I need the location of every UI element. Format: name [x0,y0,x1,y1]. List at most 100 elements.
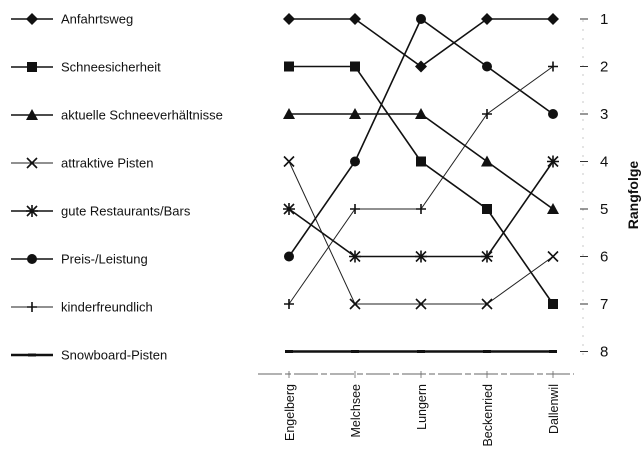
series-attraktive-pisten [283,155,559,310]
data-point [284,61,294,72]
data-point [481,13,493,25]
data-point-shape [349,298,361,310]
data-point-shape [284,299,294,309]
legend-entry-attraktive-pisten: attraktive Pisten [11,156,154,171]
series-line [289,18,553,68]
data-point-shape [415,298,427,310]
series-line [288,17,554,257]
data-point [416,14,426,24]
data-point [350,61,360,72]
legend-marker [26,13,38,25]
data-point [482,109,492,119]
data-point [284,299,294,309]
y-tick-label: 3 [600,106,608,123]
legend-label: attraktive Pisten [61,156,154,171]
data-point [547,13,559,25]
y-tick-label: 6 [600,249,608,266]
data-point-shape [283,108,295,119]
data-point [283,203,295,215]
series-line [288,161,554,305]
y-tick-label: 5 [600,201,608,218]
data-point-shape [349,13,361,25]
data-point-shape [283,203,295,215]
legend-marker-shape [26,157,38,169]
y-axis-title: Rangfolge [625,161,641,230]
data-point [547,250,559,263]
data-point-shape [416,204,426,214]
legend-entry-preis-leistung: Preis-/Leistung [11,252,148,267]
data-point [284,251,294,262]
x-tick-label: Melchsee [349,384,363,438]
series-anfahrtsweg [283,13,559,73]
series-aktuelle-schneeverhältnisse [283,108,559,214]
legend-marker [26,157,38,169]
data-point [548,109,558,119]
data-point [415,60,427,73]
series-schneesicherheit [284,61,558,309]
data-point [349,108,361,119]
data-point [481,250,493,263]
y-tick-label: 1 [600,11,608,28]
data-point [349,13,361,25]
data-point [548,299,558,309]
data-point-shape [481,13,493,25]
data-point-shape [481,298,493,310]
legend-marker-shape [27,302,37,312]
y-tick-label: 8 [600,344,608,361]
legend: Anfahrtsweg Schneesicherheit aktuelle Schn… [11,12,223,363]
y-axis: 1 2 3 4 5 6 7 8 [580,11,608,361]
x-axis: Engelberg Melchsee Lungern Beckenried Dallen… [258,371,574,447]
data-point-shape [415,250,427,263]
data-point [482,61,492,72]
data-point-shape [416,14,426,24]
legend-marker [26,109,38,120]
data-point [415,250,427,263]
data-point [283,155,295,168]
data-point-shape [349,108,361,119]
legend-marker-shape [27,254,37,264]
data-point [547,155,559,168]
y-tick-label: 4 [600,154,608,171]
legend-marker [27,62,37,72]
legend-label: gute Restaurants/Bars [61,204,191,219]
legend-label: Snowboard-Pisten [61,348,167,363]
data-point-shape [482,61,492,72]
data-point [548,61,558,72]
data-point [349,250,361,263]
legend-label: Schneesicherheit [61,60,161,75]
legend-marker-shape [26,109,38,120]
data-point [547,203,559,214]
legend-entry-schneesicherheit: Schneesicherheit [11,60,161,75]
legend-marker [27,302,37,312]
data-point [481,298,493,310]
data-point-shape [283,13,295,25]
data-point [349,298,361,310]
data-point-shape [481,155,493,167]
data-point [350,204,360,214]
legend-entry-anfahrtsweg: Anfahrtsweg [11,12,133,27]
data-point-shape [350,61,360,72]
x-tick-label: Beckenried [481,384,495,447]
legend-entry-snowboard-pisten: Snowboard-Pisten [11,348,167,363]
x-tick-label: Dallenwil [547,384,561,434]
data-point-shape [350,204,360,214]
series-preis-leistung [284,14,558,262]
data-point-shape [283,155,295,168]
data-point [481,155,493,167]
legend-entry-aktuelle-schneeverhältnisse: aktuelle Schneeverhältnisse [11,108,223,123]
legend-marker-shape [26,205,38,217]
data-point-shape [415,108,427,119]
data-point-shape [548,299,558,309]
legend-marker [27,254,37,264]
x-tick-label: Engelberg [283,384,297,441]
data-point-shape [547,203,559,214]
data-point-shape [548,61,558,72]
y-tick-label: 2 [600,59,608,76]
series-line [289,65,554,305]
legend-marker-shape [27,62,37,72]
data-point [415,298,427,310]
legend-label: Preis-/Leistung [61,252,148,267]
data-point [482,204,492,214]
data-point [283,13,295,25]
